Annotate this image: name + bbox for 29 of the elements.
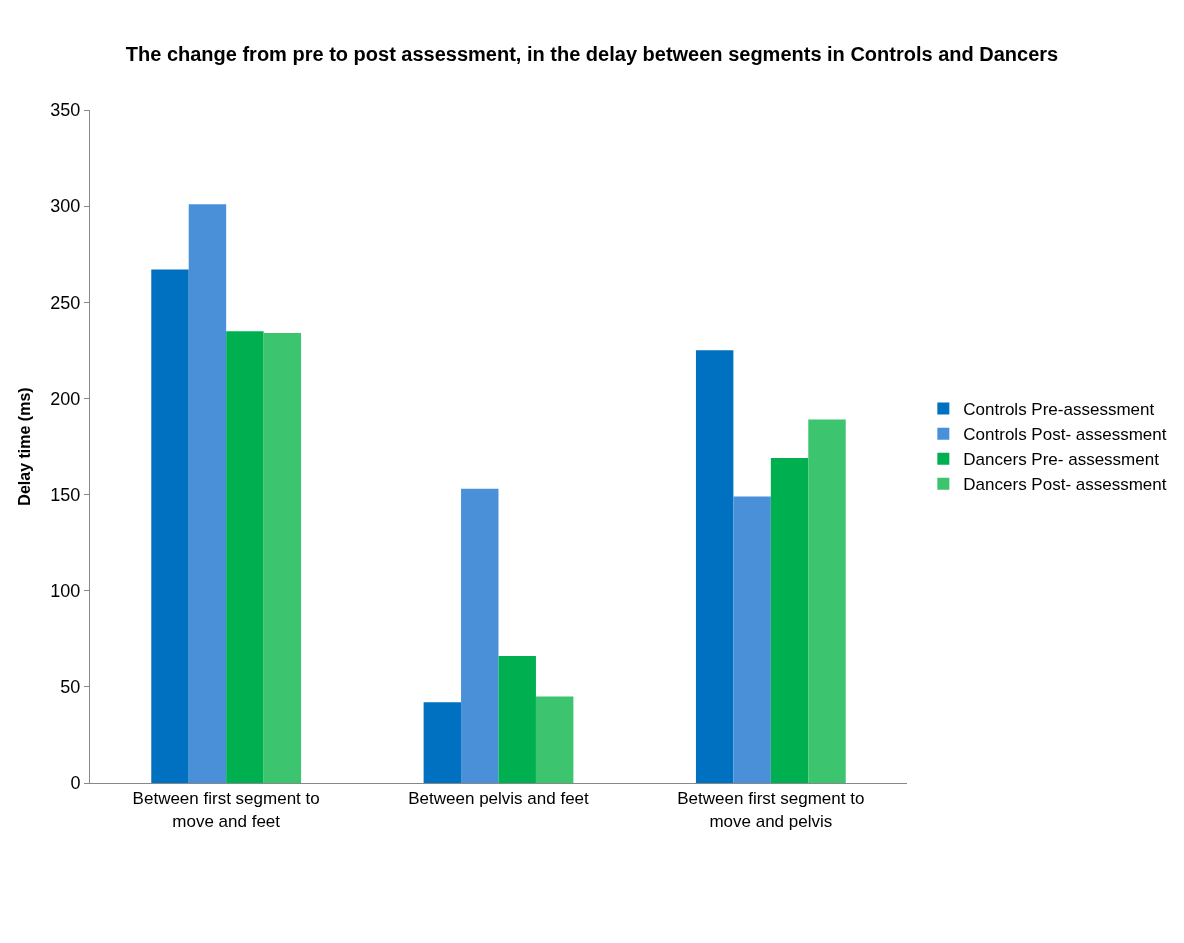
bar: [461, 488, 499, 783]
bar: [226, 331, 264, 783]
chart-title: The change from pre to post assessment, in the delay between segments in Controls and Dancers: [125, 43, 1059, 66]
bar: [263, 333, 302, 783]
y-tick-label: 100: [50, 581, 81, 602]
y-tick-label: 350: [50, 100, 81, 121]
legend-label: Dancers Post- assessment: [963, 475, 1167, 495]
legend-label: Controls Post- assessment: [963, 425, 1167, 445]
y-tick-label: 300: [50, 196, 81, 217]
y-tick-label: 150: [50, 484, 81, 505]
bar: [151, 269, 189, 783]
y-tick-label: 250: [50, 292, 81, 313]
y-tick-label: 0: [70, 773, 81, 794]
legend-label: Dancers Pre- assessment: [963, 450, 1160, 470]
bar: [808, 419, 846, 783]
bar: [535, 696, 574, 783]
y-tick-label: 200: [50, 388, 81, 409]
bar: [188, 204, 227, 783]
bar: [695, 350, 734, 783]
bar: [733, 496, 771, 783]
bar: [498, 656, 536, 783]
bar: [770, 458, 809, 783]
x-tick-label: Between first segment to move and feet: [132, 789, 320, 831]
x-tick-label: Between pelvis and feet: [408, 789, 590, 809]
bar: [423, 702, 462, 783]
y-tick-label: 50: [60, 677, 81, 698]
y-axis-title: Delay time (ms): [16, 387, 34, 506]
x-tick-label: Between first segment to move and pelvis: [677, 789, 865, 831]
legend-label: Controls Pre-assessment: [963, 400, 1155, 420]
